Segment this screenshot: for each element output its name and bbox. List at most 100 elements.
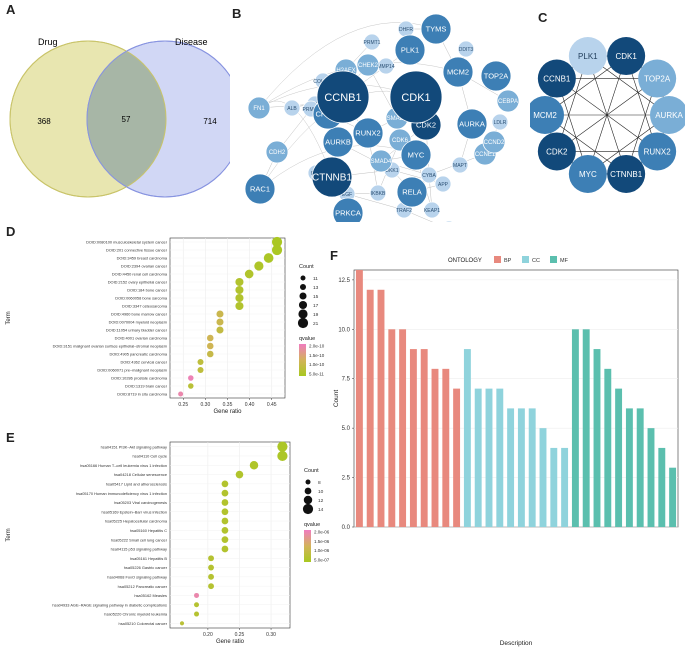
y-tick-label: 0.0 (342, 525, 351, 531)
go-bar (528, 408, 536, 527)
term-label: DOID:11054 urinary bladder cancer (106, 328, 168, 333)
legend-swatch (522, 256, 529, 263)
network-node-circle (332, 197, 364, 222)
network-node-runx2: RUNX2 (352, 117, 384, 149)
legend-count-dot (304, 487, 312, 495)
network-node-circle (322, 126, 354, 158)
network-node-circle (369, 184, 387, 202)
go-bar (463, 349, 471, 527)
network-node-top2a: TOP2A (480, 60, 512, 92)
term-label: hsa05417 Lipid and atherosclerosis (106, 481, 167, 486)
legend-count-dot (299, 292, 307, 300)
go-bar (550, 447, 558, 527)
go-bar (636, 408, 644, 527)
go-bar (604, 368, 612, 527)
network-node-label: FN1 (253, 106, 265, 112)
term-label: hsa05161 Hepatitis B (130, 556, 167, 561)
hub-node-circle (568, 154, 607, 193)
term-dot (235, 301, 244, 311)
network-node-circle (420, 13, 452, 45)
network-node-label: DDIT3 (459, 47, 474, 53)
network-node-label: PRKCA (335, 209, 361, 218)
hub-node-circle (638, 59, 677, 98)
network-node-circle (389, 70, 443, 124)
y-tick-label: 5.0 (342, 426, 351, 432)
hub-node-circle (638, 132, 677, 171)
term-label: DOID:4905 pancreatic carcinoma (109, 352, 167, 357)
venn-diagram: Drug Disease 368 57 714 (9, 37, 230, 198)
legend-qvalue-label: 1.0e-10 (309, 362, 325, 367)
go-bar (409, 349, 417, 527)
term-dot (206, 342, 214, 350)
network-node-label: TOP2A (484, 72, 508, 81)
term-dot (235, 285, 244, 295)
network-node-circle (444, 220, 454, 222)
go-bar (517, 408, 525, 527)
term-dot (216, 310, 224, 318)
x-axis-label: Description (500, 640, 533, 647)
network-node-label: AURKA (459, 120, 485, 129)
term-label: hsa05166 Human T–cell leukemia virus 1 i… (80, 463, 167, 468)
go-bar (496, 388, 504, 527)
y-tick-label: 12.5 (338, 278, 350, 284)
ppi-network: LDLRDHFRPRMT1DDIT3MMP14COL1A1MMP13METALB… (244, 13, 520, 222)
y-tick-label: 10.0 (338, 327, 350, 333)
hub-node-label: MCM2 (533, 111, 557, 120)
panel-letter-f: F (330, 248, 338, 263)
go-bar (388, 329, 396, 527)
network-node-circle (363, 33, 381, 51)
network-node-label: DHFR (399, 27, 413, 33)
network-node-circle (456, 108, 488, 140)
plot-area (169, 441, 291, 629)
term-dot (263, 253, 274, 263)
legend-qvalue-bar (304, 530, 311, 562)
x-tick-label: 0.25 (235, 632, 245, 638)
legend-count-label: 19 (313, 312, 319, 318)
term-dot (221, 526, 229, 534)
network-node-cyba: CYBA (420, 166, 438, 184)
network-node-circle (369, 149, 393, 173)
network-node-label: CDH2 (269, 150, 286, 156)
panel-letter-a: A (6, 2, 16, 17)
network-node-myc: MYC (400, 139, 432, 171)
term-label: hsa05210 Colorectal cancer (119, 621, 168, 626)
go-bar (377, 289, 385, 527)
network-node-circle (480, 60, 512, 92)
legend-qvalue-label: 5.0e-07 (314, 558, 330, 563)
go-bar (507, 408, 515, 527)
hub-node-label: CCNB1 (543, 75, 571, 84)
hub-node-cdk1: CDK1 (607, 37, 646, 76)
network-node-label: AURKB (325, 138, 351, 147)
term-label: DOID:8719 in situ carcinoma (117, 392, 168, 397)
network-node-circle (423, 201, 441, 219)
legend-qvalue-title: qvalue (304, 522, 320, 528)
network-node-label: SMAD4 (371, 159, 392, 165)
network-node-label: CDK1 (401, 92, 430, 104)
term-label: DOID:0080100 musculoskeletal system canc… (86, 240, 168, 245)
term-dot (194, 602, 200, 608)
term-label: hsa05160 Hepatitis C (130, 528, 167, 533)
term-label: DOID:3347 osteosarcoma (122, 304, 168, 309)
hub-node-label: AURKA (655, 111, 683, 120)
term-label: DOID:4001 ovarian carcinoma (115, 336, 168, 341)
network-node-cdh2: CDH2 (265, 140, 289, 164)
legend-qvalue-label: 2.0e-06 (314, 530, 330, 535)
term-dot (216, 326, 224, 334)
network-node-circle (442, 56, 474, 88)
term-dot (244, 269, 254, 279)
term-label: hsa05222 Small cell lung cancer (111, 537, 168, 542)
network-edge (346, 193, 405, 211)
network-node-ldlr: LDLR (491, 113, 509, 131)
go-bar (474, 388, 482, 527)
hub-node-plk1: PLK1 (568, 37, 607, 76)
network-node-circle (265, 140, 289, 164)
network-node-label: CDK6 (392, 138, 409, 144)
term-label: hsa05169 Epstein–Barr virus infection (101, 509, 167, 514)
term-dot (208, 564, 214, 571)
network-node-smad4: SMAD4 (369, 149, 393, 173)
legend-label: CC (532, 258, 540, 264)
plot-area (353, 269, 679, 528)
legend-label: BP (504, 258, 512, 264)
term-dot (206, 334, 214, 342)
legend-count-label: 12 (318, 498, 324, 504)
